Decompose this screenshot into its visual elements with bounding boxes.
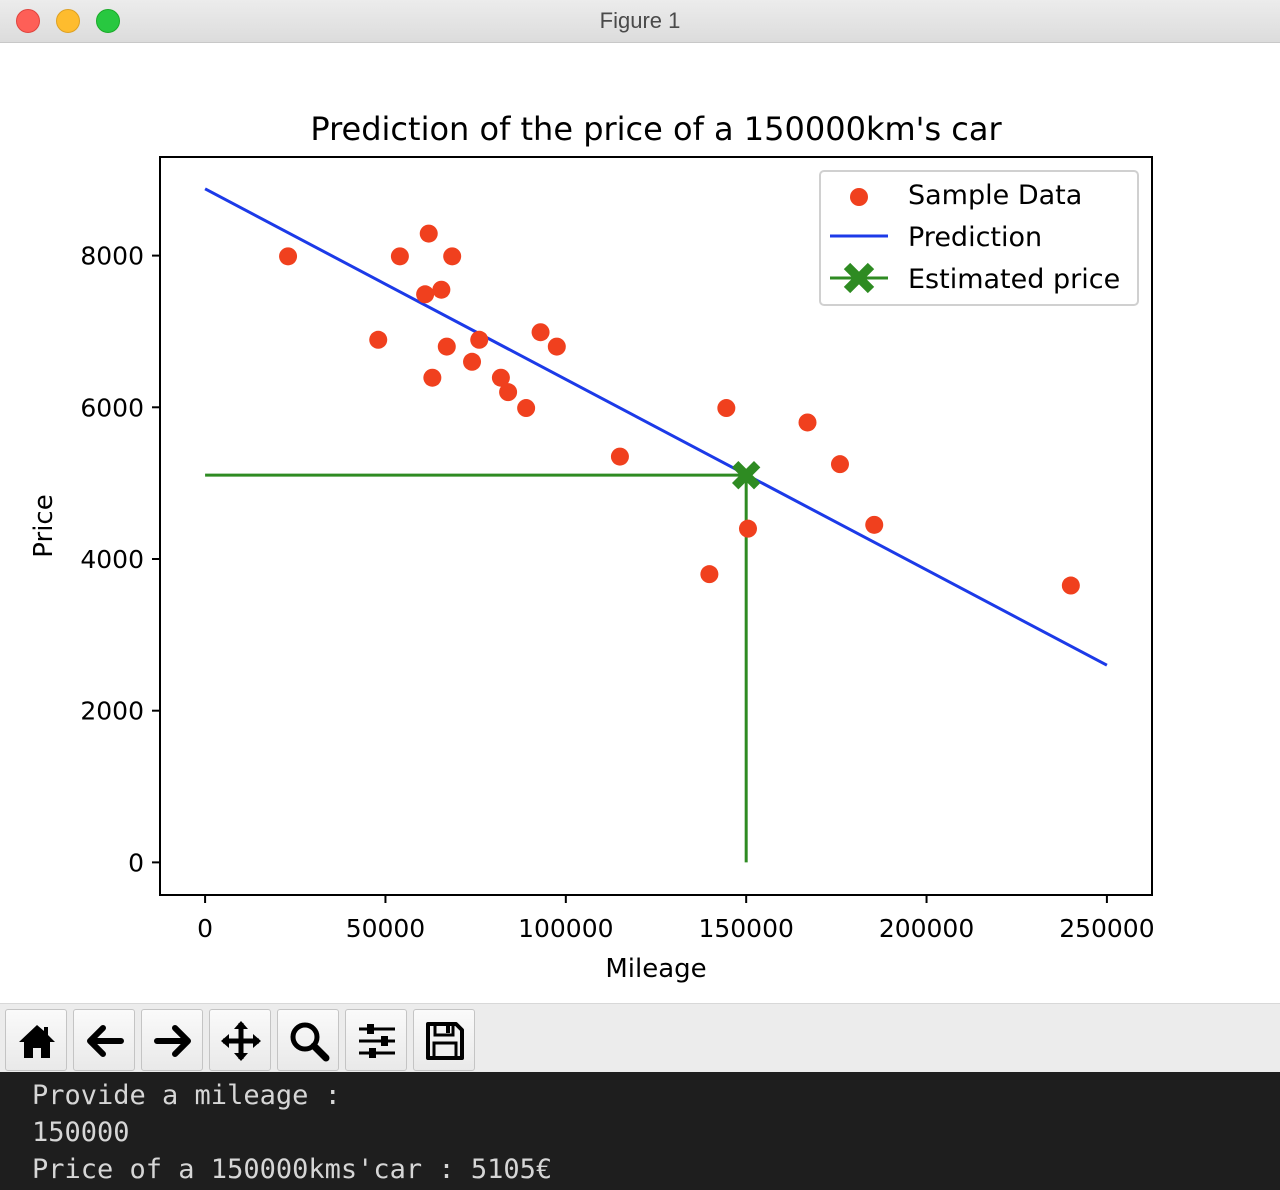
sample-data-point (390, 247, 409, 266)
minimize-window-button[interactable] (56, 9, 80, 33)
sample-data-point (610, 447, 629, 466)
sample-data-point (416, 285, 435, 304)
x-tick-label: 0 (197, 914, 213, 943)
maximize-window-button[interactable] (96, 9, 120, 33)
sample-data-point (279, 247, 298, 266)
sample-data-point (531, 323, 550, 342)
sample-data-point (700, 565, 719, 584)
sample-data-point (499, 383, 518, 402)
x-tick-label: 50000 (346, 914, 426, 943)
terminal-line-prompt: Provide a mileage : (32, 1080, 341, 1111)
figure-canvas[interactable]: Prediction of the price of a 150000km's … (0, 43, 1280, 1003)
terminal-line-result: Price of a 150000kms'car : 5105€ (32, 1154, 553, 1185)
plot-frame (159, 156, 1153, 896)
y-tick-label: 4000 (80, 545, 144, 574)
sample-data-point (798, 413, 817, 432)
save-button[interactable] (413, 1009, 475, 1071)
forward-button[interactable] (141, 1009, 203, 1071)
back-button[interactable] (73, 1009, 135, 1071)
sample-data-point (738, 519, 757, 538)
sample-data-point (491, 368, 510, 387)
x-tick-label: 100000 (518, 914, 613, 943)
y-tick-label: 6000 (80, 393, 144, 422)
arrow-left-icon (87, 1025, 124, 1057)
legend-estimated-marker (843, 262, 875, 294)
zoom-button[interactable] (277, 1009, 339, 1071)
magnifier-icon (290, 1022, 330, 1062)
sample-data-point (437, 337, 456, 356)
legend-sample-data-label: Sample Data (908, 180, 1082, 211)
legend-estimated-label: Estimated price (908, 264, 1120, 295)
x-axis-label: Mileage (605, 954, 706, 984)
sample-data-point (432, 280, 451, 299)
sample-data-point (423, 368, 442, 387)
sample-data-point (547, 337, 566, 356)
sample-data-point (830, 455, 849, 474)
window-title: Figure 1 (599, 8, 681, 33)
y-tick-label: 8000 (80, 242, 144, 271)
x-tick-label: 250000 (1059, 914, 1154, 943)
x-tick-label: 200000 (879, 914, 974, 943)
pan-button[interactable] (209, 1009, 271, 1071)
y-tick-label: 0 (128, 848, 144, 877)
sample-data-point (717, 399, 736, 418)
legend: Sample Data Prediction Estimated price (819, 170, 1139, 306)
terminal-line-input: 150000 (32, 1117, 130, 1148)
sample-data-point (517, 399, 536, 418)
sample-data-point (419, 224, 438, 243)
sample-data-point (463, 352, 482, 371)
legend-prediction-label: Prediction (908, 222, 1042, 253)
terminal-output: Provide a mileage : 150000 Price of a 15… (0, 1072, 1280, 1190)
figure-window: Figure 1 Prediction of the price of a 15… (0, 0, 1280, 1073)
prediction-line (204, 187, 1108, 667)
configure-subplots-button[interactable] (345, 1009, 407, 1071)
home-button[interactable] (5, 1009, 67, 1071)
home-icon (19, 1025, 55, 1058)
sliders-icon (359, 1024, 395, 1058)
sample-data-point (1061, 576, 1080, 595)
title-bar[interactable]: Figure 1 (0, 0, 1280, 43)
close-window-button[interactable] (16, 9, 40, 33)
sample-data-point (443, 247, 462, 266)
y-tick-label: 2000 (80, 697, 144, 726)
x-tick-label: 150000 (698, 914, 793, 943)
y-axis-label: Price (29, 494, 59, 557)
sample-data-point (865, 515, 884, 534)
scatter-chart: Prediction of the price of a 150000km's … (29, 110, 1155, 984)
sample-data-point (369, 330, 388, 349)
navigation-toolbar (0, 1003, 1280, 1073)
sample-data-point (470, 330, 489, 349)
arrow-right-icon (154, 1025, 191, 1057)
move-icon (221, 1021, 261, 1061)
estimated-price-marker (732, 461, 761, 490)
legend-sample-data-marker (850, 188, 868, 206)
chart-title: Prediction of the price of a 150000km's … (310, 110, 1002, 148)
floppy-disk-icon (426, 1022, 464, 1060)
